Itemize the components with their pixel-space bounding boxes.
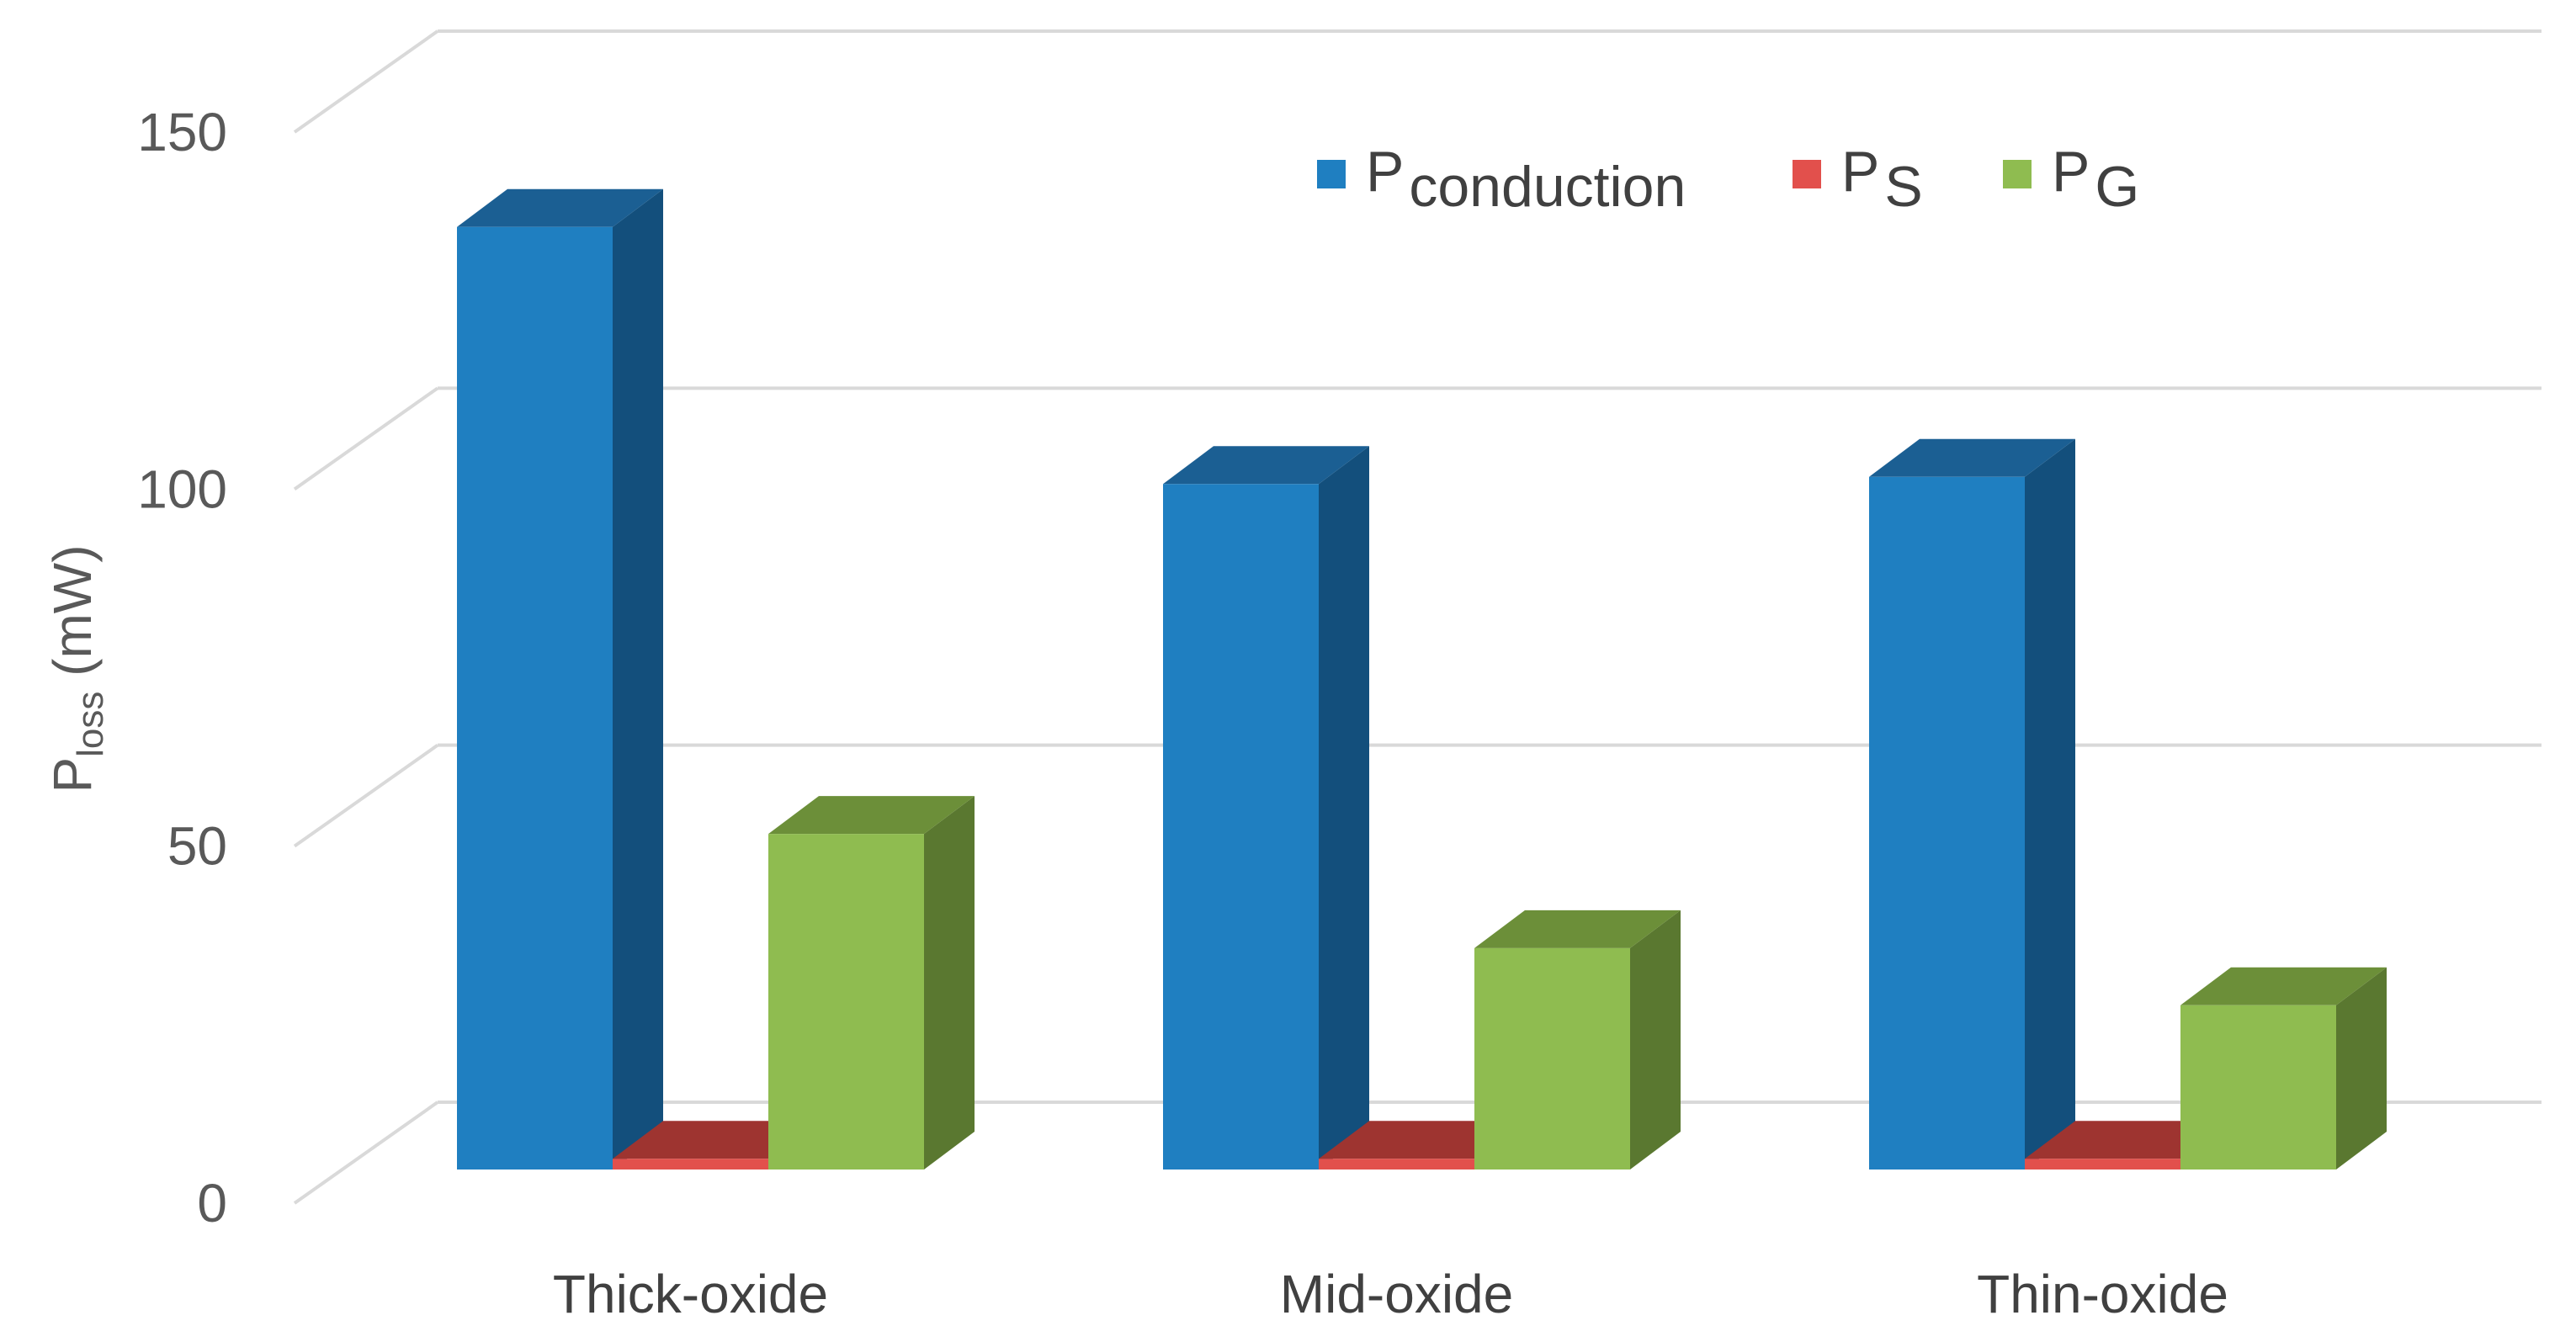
bar-front-face <box>1869 476 2025 1170</box>
bar-top-face <box>1869 438 2075 477</box>
legend: Pconduction PS PG <box>1317 140 2139 219</box>
bar-side-face <box>924 796 975 1170</box>
bar-top-face <box>2180 967 2387 1005</box>
bar-front-face <box>2025 1159 2180 1170</box>
legend-label-g: PG <box>2052 140 2139 219</box>
bar-mid-oxide-g <box>1474 910 1681 1170</box>
bar-front-face <box>2180 1005 2336 1170</box>
y-tick-label-50: 50 <box>167 816 227 877</box>
bar-side-face <box>2336 967 2387 1170</box>
bar-side-face <box>1630 910 1681 1170</box>
bar-front-face <box>768 834 924 1170</box>
bar-front-face <box>1474 947 1630 1170</box>
bars <box>457 188 2387 1170</box>
bar-top-face <box>457 188 663 227</box>
legend-swatch-g <box>2003 160 2032 188</box>
bar-top-face <box>613 1121 819 1159</box>
legend-label-s: PS <box>1841 140 1923 219</box>
bar-mid-oxide-conduction <box>1163 446 1369 1170</box>
y-tick-label-0: 0 <box>197 1173 227 1233</box>
y-tick-label-150: 150 <box>137 102 227 162</box>
gridline-diagonal-50 <box>293 744 439 848</box>
x-tick-label-thick-oxide: Thick-oxide <box>553 1264 828 1324</box>
x-tick-label-mid-oxide: Mid-oxide <box>1280 1264 1513 1324</box>
gridline-diagonal-150 <box>293 29 439 134</box>
bar-side-face <box>1319 446 1369 1170</box>
bar-top-face <box>1319 1121 1525 1159</box>
gridline-diagonal-0 <box>293 1101 439 1205</box>
legend-label-conduction: Pconduction <box>1366 140 1686 219</box>
bar-top-face <box>1474 910 1681 948</box>
gridline-diagonal-100 <box>293 386 439 491</box>
bar-top-face <box>2025 1121 2231 1159</box>
bar-front-face <box>1163 484 1319 1170</box>
bar-front-face <box>457 226 613 1170</box>
y-tick-label-100: 100 <box>137 459 227 519</box>
bar-thick-oxide-g <box>768 796 975 1170</box>
bar-front-face <box>1319 1159 1474 1170</box>
bar-side-face <box>613 188 663 1170</box>
bar-top-face <box>768 796 975 835</box>
y-axis-label: Ploss (mW) <box>42 544 111 793</box>
x-tick-label-thin-oxide: Thin-oxide <box>1977 1264 2228 1324</box>
bar-thin-oxide-conduction <box>1869 438 2075 1170</box>
bar-thin-oxide-g <box>2180 967 2387 1170</box>
bar-side-face <box>2025 438 2075 1170</box>
bar-front-face <box>613 1159 768 1170</box>
legend-swatch-s <box>1793 160 1821 188</box>
bar-thick-oxide-conduction <box>457 188 663 1170</box>
bar-top-face <box>1163 446 1369 485</box>
legend-swatch-conduction <box>1317 160 1346 188</box>
